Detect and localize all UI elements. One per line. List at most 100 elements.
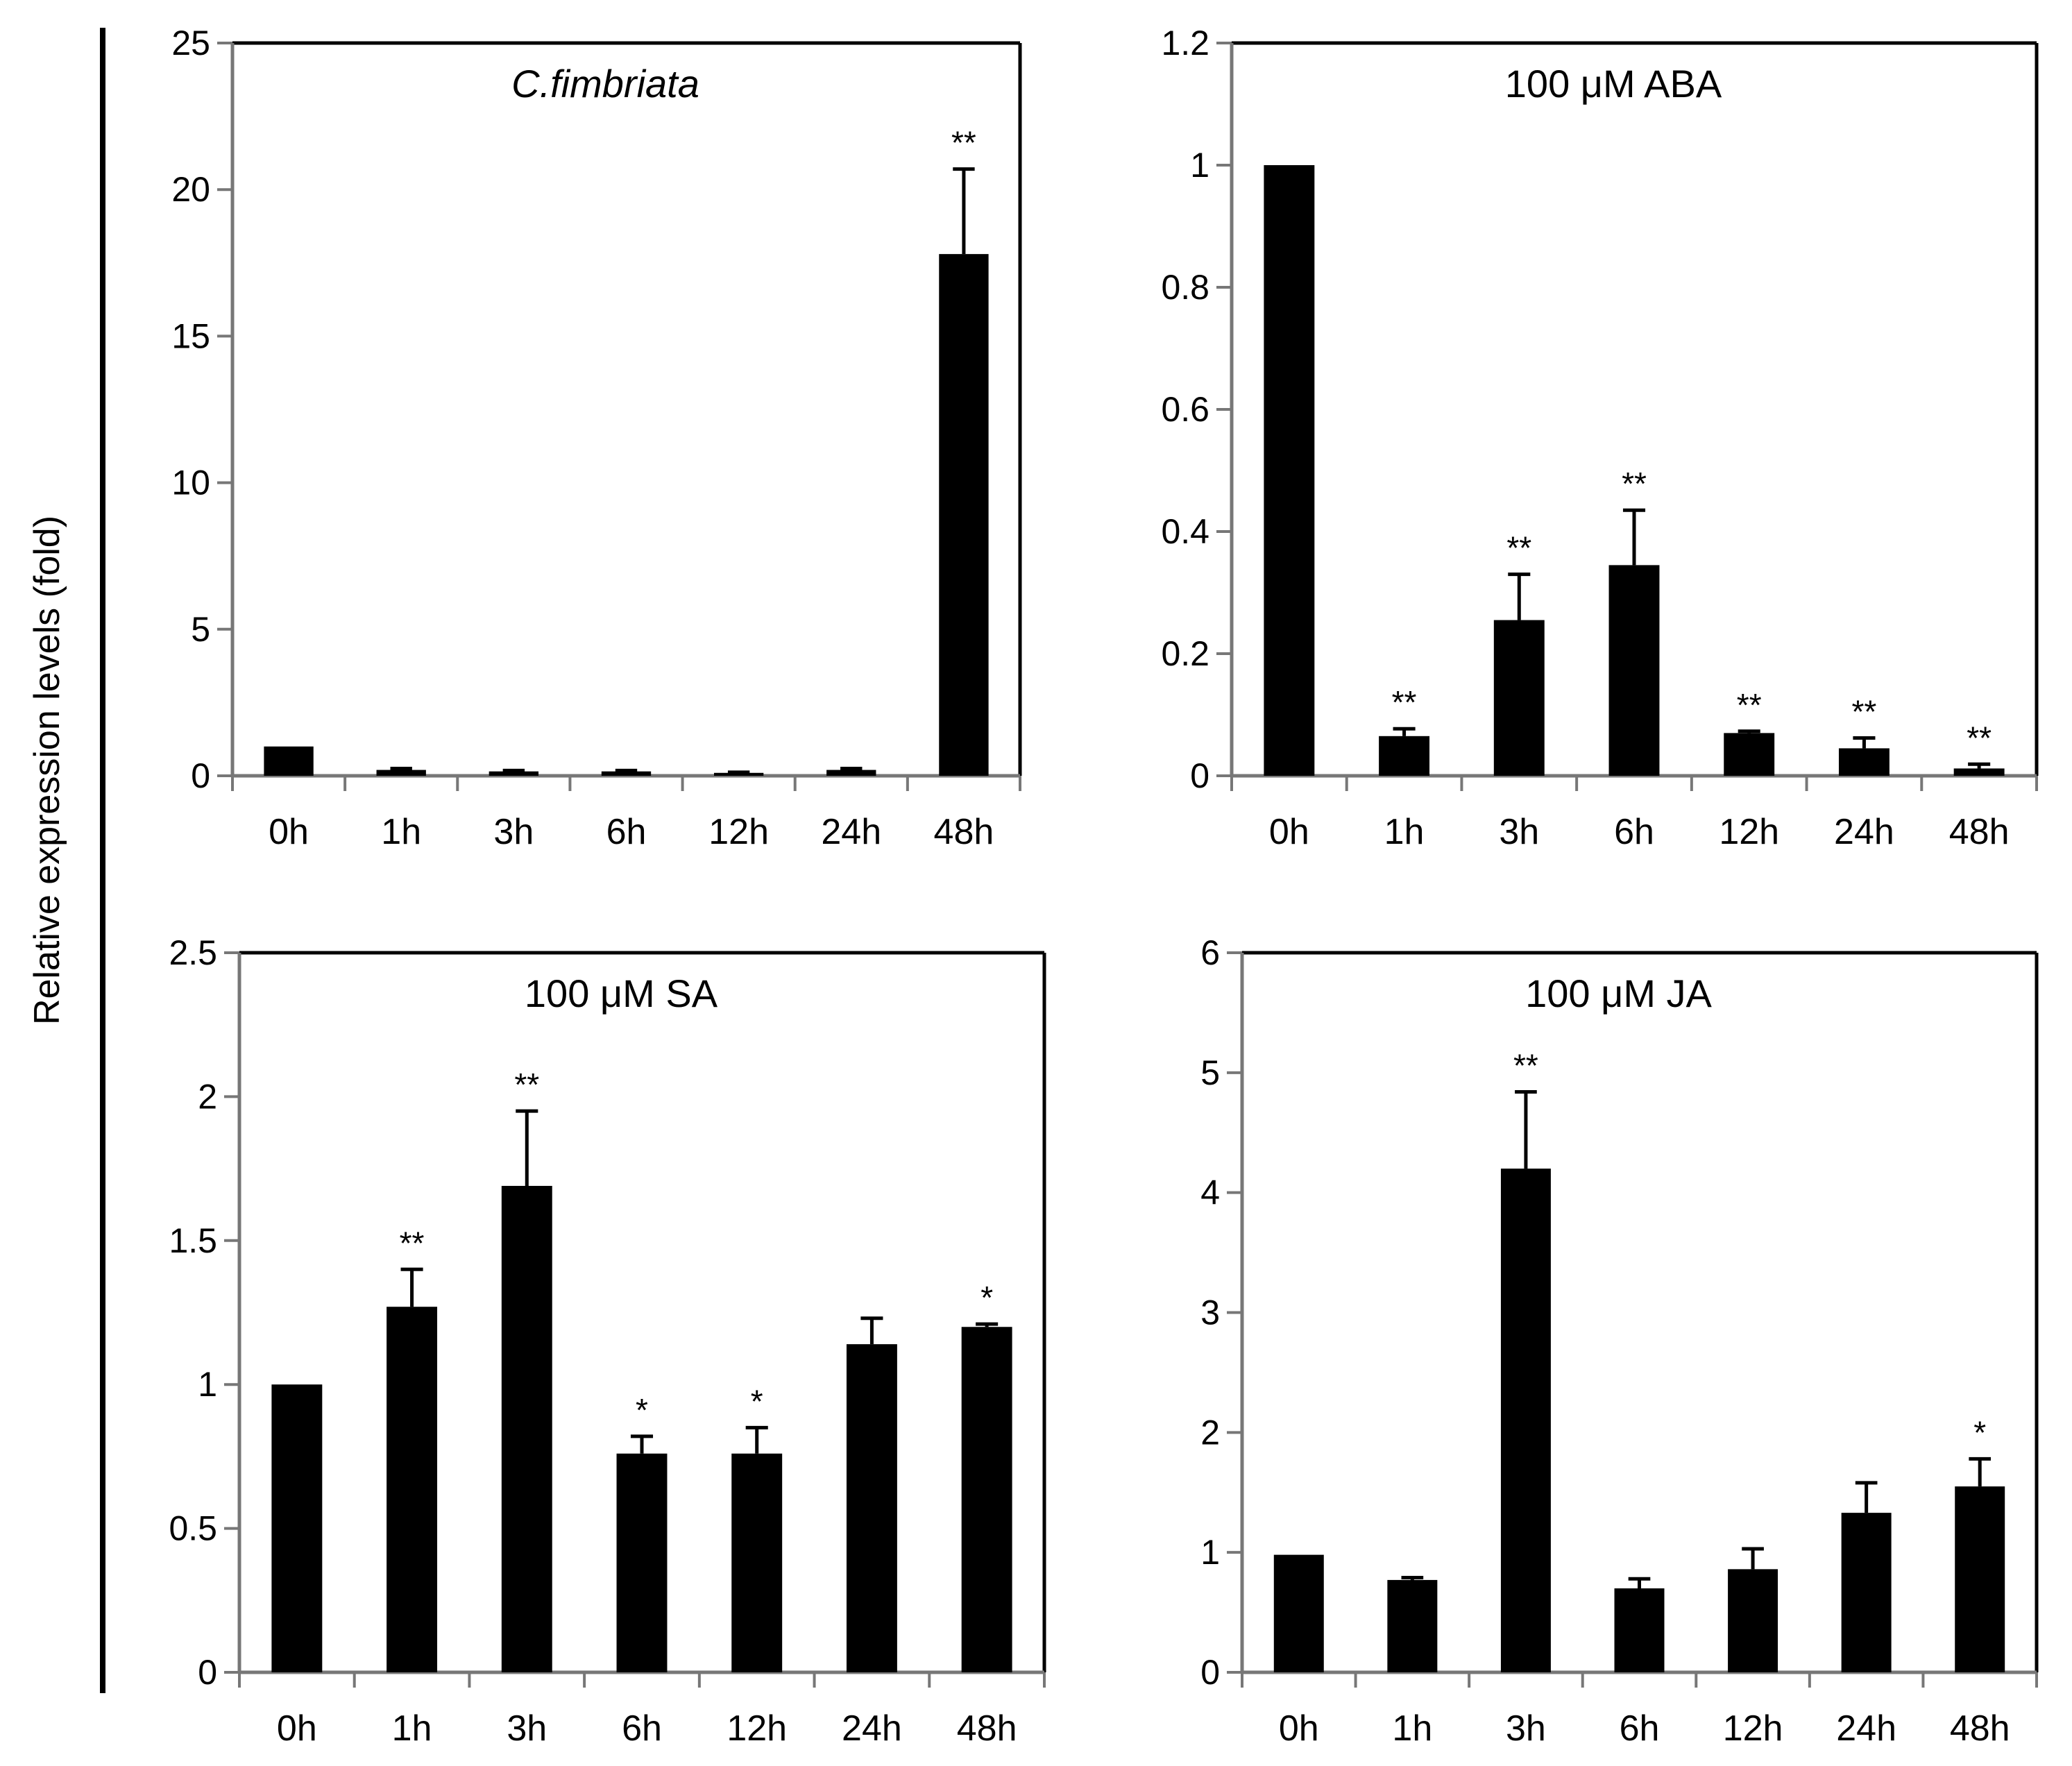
x-tick-label: 0h [1279, 1708, 1319, 1749]
x-tick-label: 3h [507, 1708, 547, 1749]
significance-mark: ** [514, 1067, 539, 1103]
x-tick-label: 24h [1834, 812, 1894, 852]
significance-mark: ** [1506, 530, 1531, 566]
y-tick-label: 2 [198, 1077, 217, 1116]
x-tick-label: 24h [1836, 1708, 1896, 1749]
x-tick-label: 48h [934, 812, 994, 852]
x-tick-label: 1h [381, 812, 421, 852]
significance-mark: ** [400, 1225, 425, 1261]
x-tick-label: 1h [392, 1708, 432, 1749]
y-tick-label: 0.2 [1161, 634, 1209, 673]
bar-6h [1608, 565, 1660, 776]
y-tick-label: 0.6 [1161, 390, 1209, 429]
y-tick-label: 5 [1200, 1053, 1220, 1092]
bar-48h [1953, 768, 2005, 776]
x-tick-label: 0h [269, 812, 309, 852]
x-tick-label: 24h [821, 812, 881, 852]
x-tick-label: 6h [606, 812, 647, 852]
chart-panel-3: 0 0.5 1 1.5 2 2.5 0h ** 1h ** 3h * 6h * 12h 24h * 48h 100 … [169, 933, 1046, 1749]
y-tick-label: 6 [1200, 933, 1220, 972]
y-tick-label: 0.4 [1161, 512, 1209, 551]
x-tick-label: 3h [493, 812, 534, 852]
y-tick-label: 2 [1200, 1413, 1220, 1452]
y-tick-label: 10 [171, 464, 210, 502]
y-tick-label: 20 [171, 170, 210, 209]
chart-panel-1: 0 5 10 15 20 25 0h 1h 3h 6h 12h 24h ** 48h C.fimbriata [171, 24, 1022, 852]
bar-1h [1387, 1579, 1438, 1672]
significance-mark: ** [951, 125, 976, 161]
y-tick-label: 1.5 [169, 1221, 217, 1260]
bar-24h [826, 770, 876, 776]
panel-title: 100 μM ABA [1505, 62, 1722, 105]
bar-24h [846, 1344, 897, 1672]
x-tick-label: 12h [727, 1708, 787, 1749]
y-tick-label: 0 [191, 756, 210, 795]
bar-0h [271, 1384, 323, 1672]
x-tick-label: 12h [1723, 1708, 1783, 1749]
y-tick-label: 2.5 [169, 933, 217, 972]
x-tick-label: 12h [1719, 812, 1779, 852]
x-tick-label: 1h [1392, 1708, 1432, 1749]
x-tick-label: 0h [1269, 812, 1309, 852]
significance-mark: ** [1392, 684, 1417, 720]
bar-48h [1955, 1486, 2005, 1672]
bar-3h [1500, 1169, 1551, 1672]
bar-12h [713, 772, 764, 776]
y-tick-label: 4 [1200, 1173, 1220, 1212]
x-tick-label: 0h [277, 1708, 317, 1749]
bar-6h [1614, 1588, 1665, 1672]
bar-3h [1493, 620, 1545, 776]
y-tick-label: 1 [198, 1365, 217, 1404]
y-tick-label: 0 [198, 1653, 217, 1692]
chart-panel-4: 0 1 2 3 4 5 6 0h 1h ** 3h 6h 12h 24h * 48h 100 μM JA [1200, 933, 2039, 1749]
y-tick-label: 1 [1190, 146, 1209, 185]
panel-title: 100 μM JA [1525, 971, 1712, 1015]
y-tick-label: 0 [1200, 1653, 1220, 1692]
bar-48h [961, 1327, 1012, 1672]
y-tick-label: 0 [1190, 756, 1209, 795]
x-tick-label: 48h [1949, 812, 2010, 852]
y-tick-label: 3 [1200, 1293, 1220, 1332]
significance-mark: ** [1852, 693, 1877, 729]
bar-3h [489, 771, 539, 776]
x-tick-label: 6h [1620, 1708, 1660, 1749]
x-tick-label: 1h [1384, 812, 1425, 852]
bar-24h [1838, 748, 1890, 776]
significance-mark: * [1973, 1414, 1986, 1450]
bar-1h [376, 770, 426, 776]
x-tick-label: 48h [1950, 1708, 2010, 1749]
significance-mark: * [636, 1392, 648, 1428]
bar-1h [1379, 736, 1430, 776]
y-tick-label: 1 [1200, 1533, 1220, 1572]
shared-y-axis-label: Relative expression levels (fold) [27, 516, 67, 1025]
bar-12h [1724, 733, 1775, 776]
significance-mark: ** [1622, 466, 1647, 502]
bar-6h [616, 1453, 668, 1672]
significance-mark: * [751, 1383, 763, 1419]
significance-mark: ** [1967, 720, 1992, 756]
bar-0h [264, 746, 314, 776]
x-tick-label: 24h [842, 1708, 902, 1749]
bar-3h [501, 1185, 552, 1672]
bar-0h [1264, 165, 1315, 776]
bar-1h [387, 1307, 438, 1672]
y-tick-label: 15 [171, 316, 210, 355]
y-tick-label: 0.5 [169, 1509, 217, 1548]
y-tick-label: 5 [191, 610, 210, 649]
y-tick-label: 0.8 [1161, 268, 1209, 307]
x-tick-label: 3h [1499, 812, 1539, 852]
chart-panel-2: 0 0.2 0.4 0.6 0.8 1 1.2 0h ** 1h ** 3h ** 6h ** 12h ** 24… [1161, 24, 2039, 852]
panel-title: C.fimbriata [511, 62, 699, 105]
x-tick-label: 48h [957, 1708, 1017, 1749]
bar-0h [1273, 1554, 1324, 1672]
y-tick-label: 1.2 [1161, 24, 1209, 62]
x-tick-label: 12h [708, 812, 769, 852]
bar-12h [731, 1453, 783, 1672]
x-tick-label: 6h [1614, 812, 1654, 852]
significance-mark: * [980, 1280, 993, 1316]
significance-mark: ** [1513, 1047, 1538, 1083]
x-tick-label: 3h [1506, 1708, 1546, 1749]
bar-48h [939, 254, 989, 776]
